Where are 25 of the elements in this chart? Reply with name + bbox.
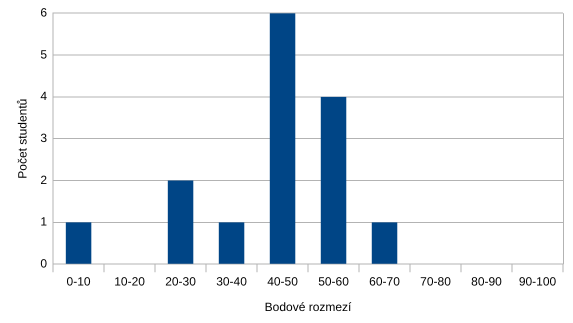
x-tick-label: 10-20 [114, 274, 146, 289]
y-tick-label: 6 [40, 6, 48, 20]
x-tick-label: 80-90 [471, 274, 502, 289]
x-tick-label: 50-60 [318, 274, 350, 289]
x-tick-label: 90-100 [518, 274, 557, 289]
bar [320, 96, 346, 264]
bar [66, 222, 92, 264]
bar [218, 222, 244, 264]
y-tick-label: 1 [40, 214, 48, 229]
y-tick-label: 4 [40, 89, 48, 104]
x-tick-label: 30-40 [216, 274, 248, 289]
x-tick-label: 40-50 [267, 274, 298, 289]
x-tick-label: 0-10 [66, 274, 91, 289]
x-tick-label: 60-70 [369, 274, 400, 289]
x-axis-title: Bodové rozmezí [264, 300, 352, 314]
x-tick-label: 70-80 [420, 274, 452, 289]
y-tick-label: 3 [40, 131, 48, 146]
y-axis-title: Počet studentů [16, 98, 30, 179]
bar [168, 180, 194, 264]
bar [270, 13, 296, 264]
bar [372, 222, 398, 264]
y-tick-label: 2 [40, 172, 48, 187]
x-tick-label: 20-30 [165, 274, 196, 289]
y-tick-label: 0 [40, 256, 48, 271]
y-tick-label: 5 [40, 47, 48, 62]
